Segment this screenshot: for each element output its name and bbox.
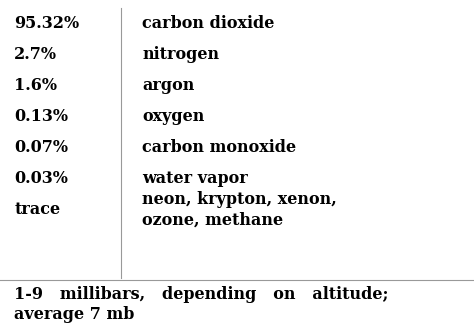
Text: 95.32%: 95.32% — [14, 15, 79, 32]
Text: nitrogen: nitrogen — [142, 46, 219, 63]
Text: argon: argon — [142, 77, 194, 94]
Text: oxygen: oxygen — [142, 108, 205, 125]
Text: average 7 mb: average 7 mb — [14, 306, 135, 323]
Text: 1-9   millibars,   depending   on   altitude;: 1-9 millibars, depending on altitude; — [14, 286, 389, 303]
Text: carbon dioxide: carbon dioxide — [142, 15, 274, 32]
Text: 0.03%: 0.03% — [14, 170, 68, 187]
Text: 0.07%: 0.07% — [14, 139, 68, 156]
Text: neon, krypton, xenon,
ozone, methane: neon, krypton, xenon, ozone, methane — [142, 191, 337, 228]
Text: 1.6%: 1.6% — [14, 77, 57, 94]
Text: 0.13%: 0.13% — [14, 108, 68, 125]
Text: water vapor: water vapor — [142, 170, 248, 187]
Text: trace: trace — [14, 201, 60, 218]
Text: carbon monoxide: carbon monoxide — [142, 139, 296, 156]
Text: 2.7%: 2.7% — [14, 46, 57, 63]
